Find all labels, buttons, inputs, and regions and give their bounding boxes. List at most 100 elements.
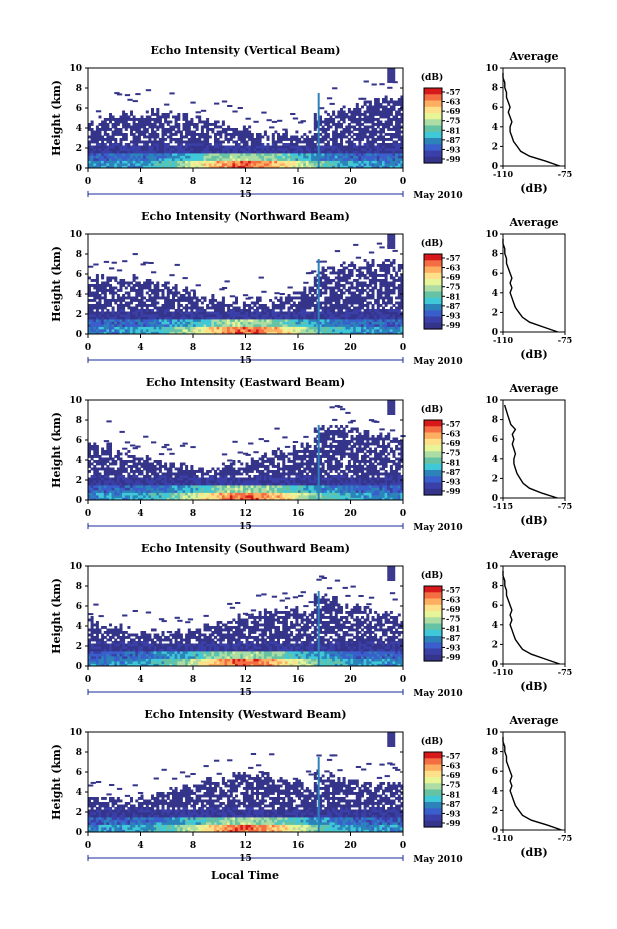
heatmap-cell — [185, 153, 189, 156]
heatmap-cell — [263, 130, 267, 134]
heatmap-cell — [182, 150, 186, 154]
heatmap-cell — [366, 291, 370, 295]
heatmap-cell — [140, 294, 144, 297]
heatmap-cell — [219, 135, 223, 139]
heatmap-cell — [366, 311, 370, 315]
heatmap-cell — [376, 289, 380, 292]
heatmap-cell — [208, 299, 212, 302]
heatmap-cell — [240, 163, 244, 166]
heatmap-cell — [303, 133, 307, 136]
heatmap-cell — [374, 326, 378, 330]
heatmap-cell — [374, 271, 378, 275]
heatmap-cell — [187, 296, 191, 300]
heatmap-cell — [326, 281, 330, 285]
heatmap-cell — [98, 467, 102, 471]
heatmap-cell — [145, 319, 149, 322]
heatmap-cell — [219, 301, 223, 305]
heatmap-cell — [298, 311, 301, 315]
heatmap-cell — [350, 153, 354, 156]
heatmap-cell — [269, 326, 273, 330]
heatmap-cell — [324, 286, 328, 290]
heatmap-cell — [258, 148, 262, 151]
heatmap-cell — [240, 130, 244, 134]
heatmap-cell — [161, 324, 165, 327]
heatmap-cell — [342, 266, 346, 270]
heatmap-cell — [363, 316, 367, 320]
heatmap-cell — [271, 158, 275, 161]
heatmap-cell — [313, 306, 317, 310]
heatmap-cell — [326, 128, 330, 131]
heatmap-cell — [295, 143, 299, 146]
heatmap-cell — [185, 465, 189, 468]
heatmap-cell — [321, 324, 325, 327]
heatmap-cell — [345, 266, 349, 270]
heatmap-cell — [122, 110, 126, 114]
heatmap-cell — [90, 316, 94, 320]
heatmap-cell — [292, 321, 296, 325]
heatmap-cell — [329, 266, 333, 270]
heatmap-cell — [200, 109, 207, 112]
heatmap-cell — [347, 130, 351, 134]
heatmap-cell — [361, 291, 364, 295]
heatmap-cell — [250, 153, 254, 156]
heatmap-cell — [376, 314, 380, 317]
heatmap-cell — [132, 150, 136, 154]
heatmap-cell — [358, 165, 362, 169]
heatmap-cell — [177, 321, 181, 325]
heatmap-cell — [140, 145, 144, 149]
heatmap-cell — [298, 148, 301, 151]
heatmap-cell — [90, 135, 94, 139]
heatmap-cell — [203, 316, 207, 320]
heatmap-cell — [169, 326, 173, 330]
heatmap-cell — [326, 306, 330, 310]
heatmap-cell — [95, 133, 99, 136]
heatmap-cell — [114, 477, 118, 481]
heatmap-cell — [132, 326, 136, 330]
heatmap-cell — [172, 115, 175, 119]
heatmap-cell — [332, 321, 336, 325]
heatmap-cell — [290, 155, 294, 159]
heatmap-cell — [240, 331, 244, 335]
heatmap-cell — [156, 135, 160, 139]
heatmap-cell — [140, 321, 144, 325]
heatmap-cell — [227, 316, 231, 320]
heatmap-cell — [311, 148, 315, 151]
heatmap-cell — [98, 150, 102, 154]
heatmap-cell — [106, 123, 110, 126]
heatmap-cell — [164, 153, 168, 156]
heatmap-cell — [116, 296, 120, 300]
heatmap-cell — [337, 113, 341, 116]
heatmap-cell — [337, 165, 341, 169]
heatmap-cell — [382, 299, 385, 302]
heatmap-cell — [311, 316, 315, 320]
heatmap-cell — [371, 271, 375, 275]
heatmap-cell — [329, 319, 333, 322]
heatmap-cell — [266, 148, 270, 151]
heatmap-cell — [164, 467, 168, 471]
heatmap-cell — [284, 138, 288, 141]
heatmap-cell — [106, 457, 110, 461]
heatmap-cell — [242, 145, 246, 149]
heatmap-cell — [111, 329, 115, 332]
heatmap-cell — [185, 329, 189, 332]
heatmap-cell — [324, 158, 328, 161]
heatmap-cell — [153, 482, 157, 486]
heatmap-cell — [185, 158, 189, 161]
heatmap-cell — [153, 467, 157, 471]
heatmap-cell — [98, 133, 102, 136]
heatmap-cell — [224, 135, 228, 139]
heatmap-cell — [164, 301, 168, 305]
heatmap-cell — [395, 158, 399, 161]
heatmap-cell — [237, 311, 241, 315]
heatmap-cell — [156, 487, 160, 491]
heatmap-cell — [392, 291, 396, 295]
heatmap-cell — [95, 445, 99, 448]
heatmap-cell — [143, 120, 147, 124]
heatmap-cell — [235, 150, 238, 154]
heatmap-cell — [158, 125, 162, 129]
heatmap-cell — [379, 158, 383, 161]
heatmap-cell — [88, 304, 91, 307]
heatmap-cell — [298, 296, 301, 300]
heatmap-cell — [287, 296, 291, 300]
heatmap-cell — [387, 301, 391, 305]
